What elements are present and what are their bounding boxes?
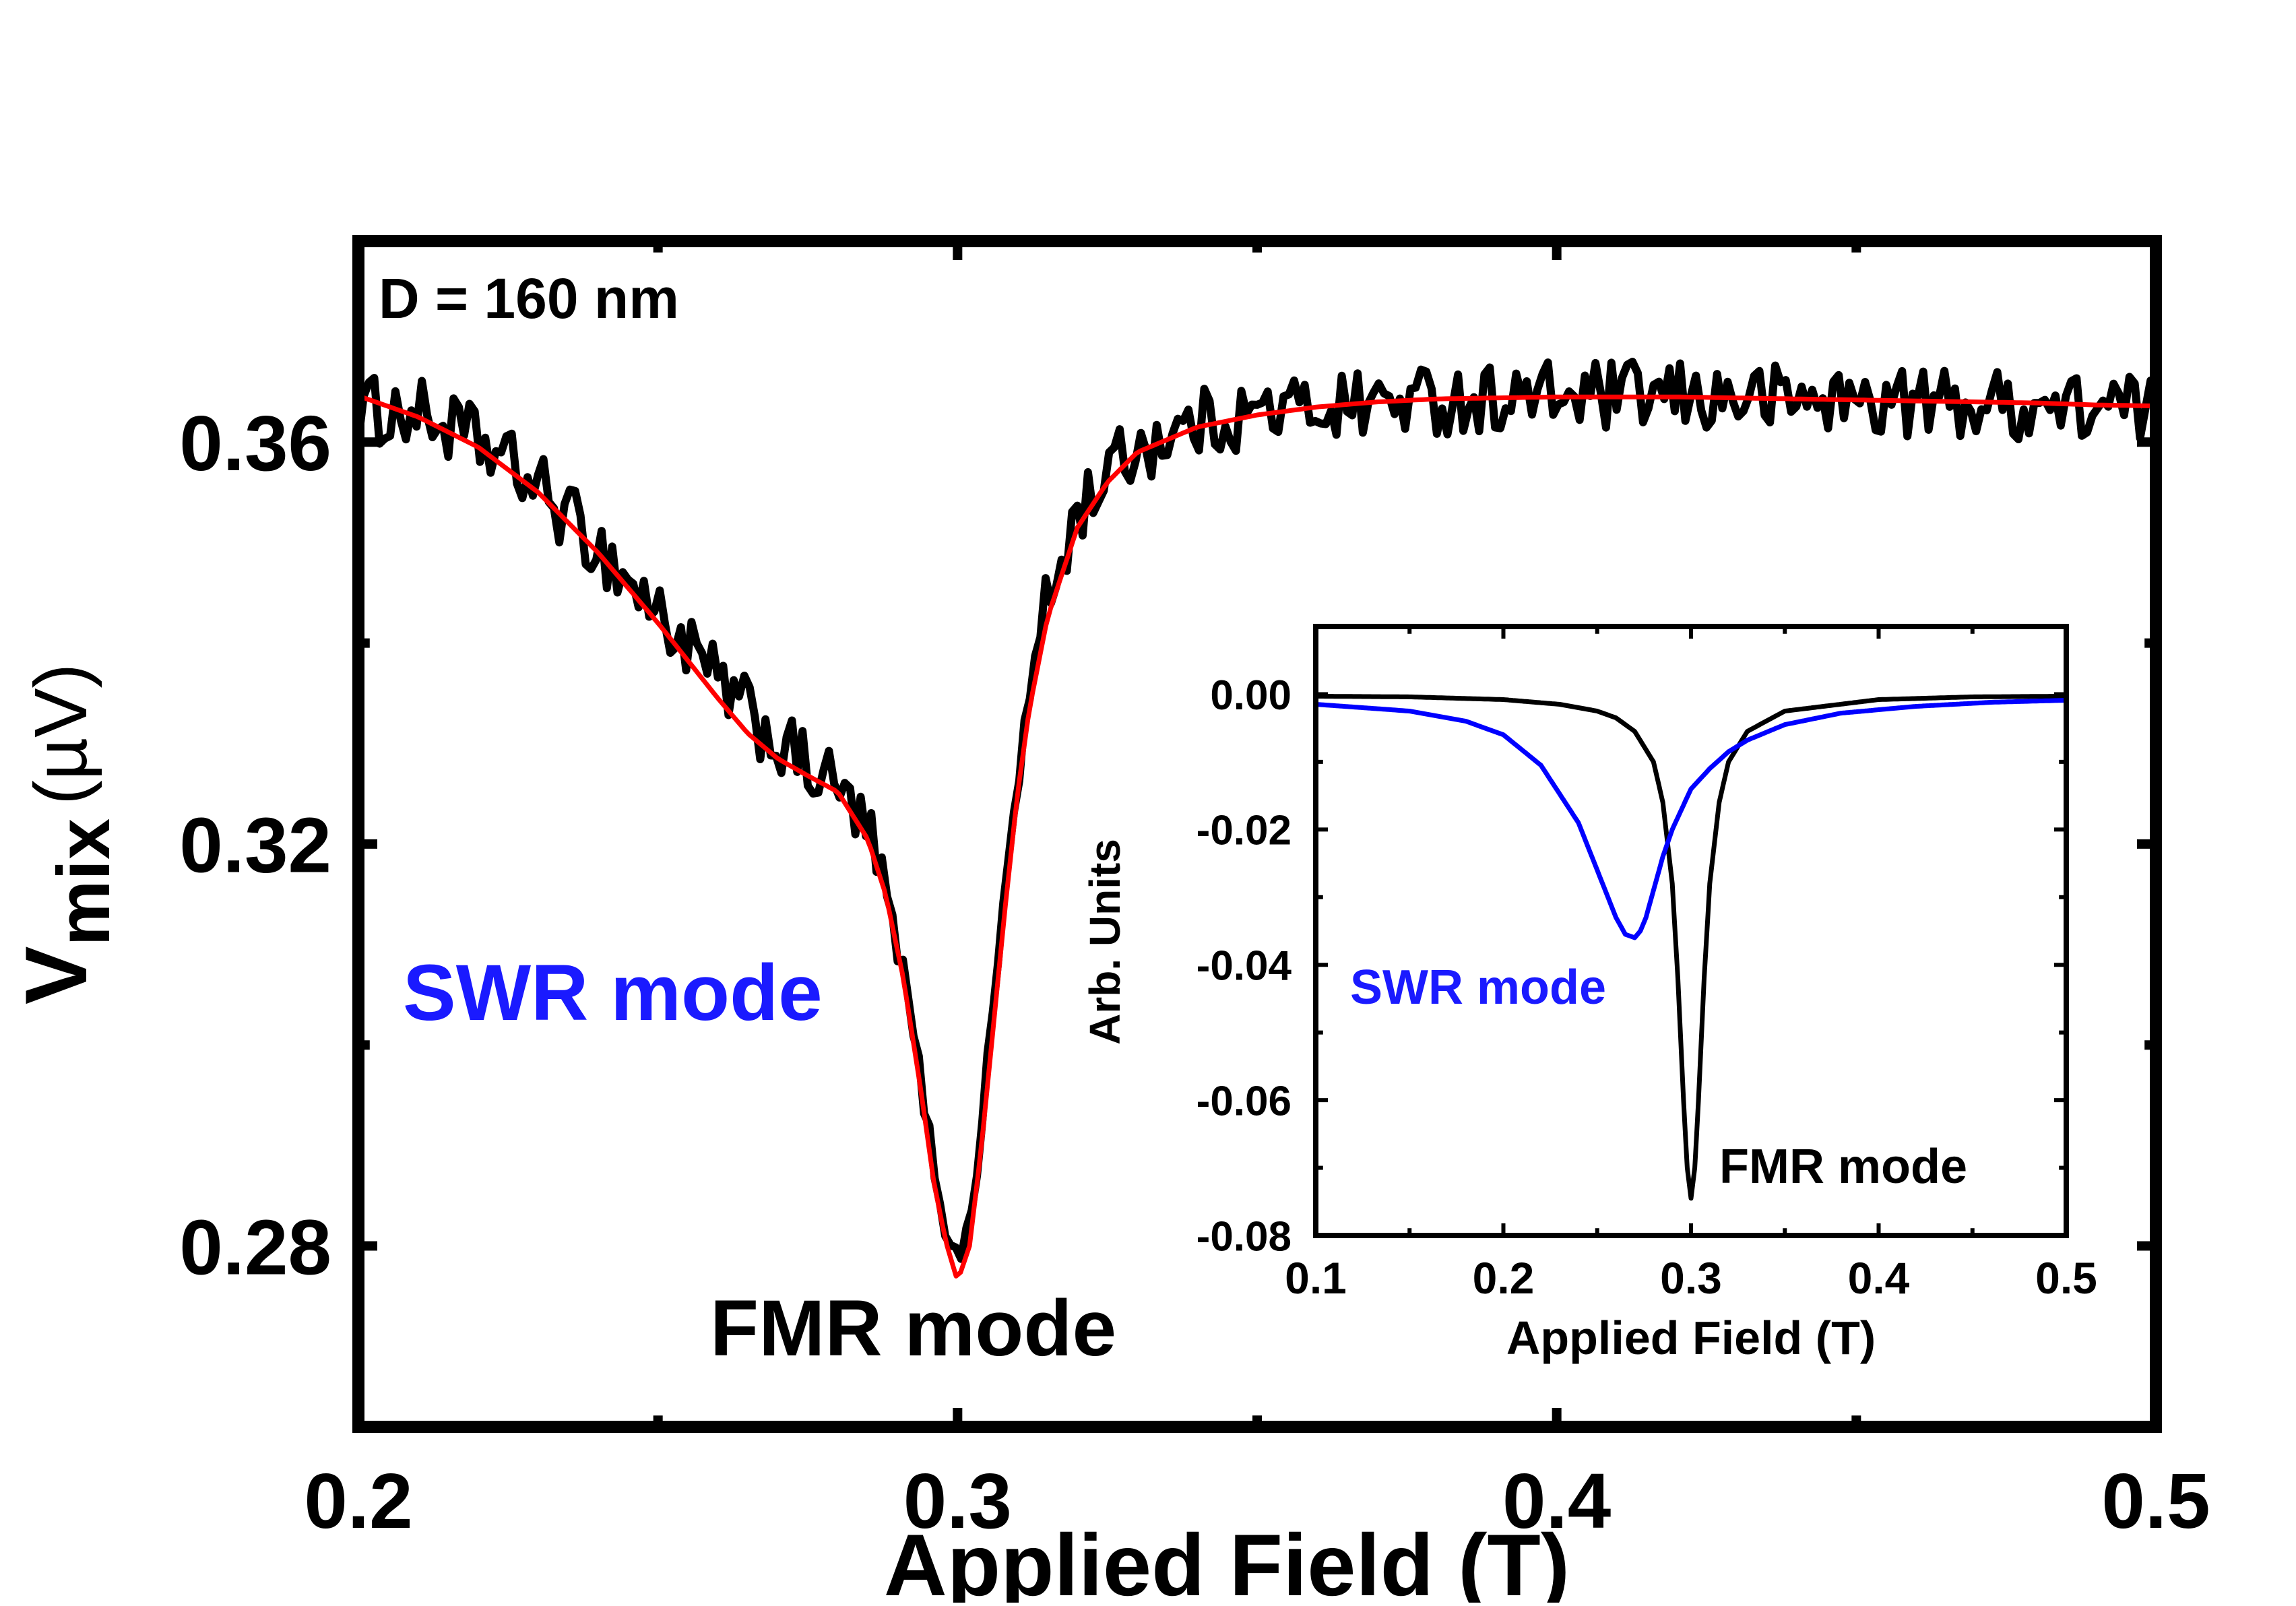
y-tick-label: -0.02 [1197, 808, 1292, 854]
inset-series-line [1316, 698, 2066, 940]
x-tick-label: 0.4 [1848, 1253, 1910, 1303]
inset-x-axis-label: Applied Field (T) [1506, 1312, 1876, 1364]
swr-annotation: SWR mode [403, 949, 823, 1037]
inset-tick-labels: 0.1 0.2 0.3 0.4 0.5 0.00 -0.02 -0.04 -0.06 -0.08 [1197, 672, 2097, 1303]
fmr-annotation: FMR mode [710, 1284, 1116, 1373]
y-tick-label: -0.06 [1197, 1078, 1292, 1124]
inset-plot: 0.1 0.2 0.3 0.4 0.50.00-0.02-0.04-0.06-0.08 … [1081, 622, 2097, 1364]
x-tick-label: 0.3 [1660, 1253, 1722, 1303]
x-tick-label: 0.5 [2101, 1457, 2210, 1545]
y-tick-label: -0.08 [1197, 1213, 1292, 1260]
y-axis-label-sub: mix [42, 818, 125, 946]
x-tick-label: 0.3 [903, 1457, 1012, 1545]
y-tick-label: -0.04 [1197, 943, 1292, 990]
y-tick-label: 0.28 [179, 1203, 331, 1291]
inset-swr-annotation: SWR mode [1350, 961, 1606, 1015]
main-plot-frame [352, 235, 2162, 1433]
main-series-group [358, 358, 2156, 1279]
x-tick-label: 0.4 [1502, 1457, 1611, 1545]
y-axis-label-unit: (µV) [20, 664, 102, 805]
inset-plot-frame [1313, 624, 2069, 1238]
inset-background [1312, 622, 2070, 1240]
x-tick-label: 0.1 [1285, 1253, 1347, 1303]
y-axis-label-main: V [7, 946, 105, 1004]
main-tick-labels: 0.2 0.3 0.4 0.5 0.28 0.32 0.36 [179, 399, 2210, 1545]
y-axis-label: Vmix (µV) [7, 664, 125, 1004]
y-tick-label: 0.36 [179, 399, 331, 487]
inset-series-group [1316, 694, 2066, 1201]
x-axis-label: Applied Field (T) [884, 1516, 1570, 1603]
x-tick-label: 0.2 [1473, 1253, 1535, 1303]
main-plot: 0.2 0.3 0.4 0.5 0.28 0.32 0.36 D = 160 nm SWR … [7, 235, 2210, 1606]
inset-series-line [1316, 694, 2066, 1201]
sample-annotation: D = 160 nm [379, 267, 679, 330]
main-series-line [358, 393, 2156, 1279]
x-tick-label: 0.5 [2035, 1253, 2097, 1303]
inset-fmr-annotation: FMR mode [1719, 1140, 1967, 1194]
svg-text:Vmix(µV): Vmix (µV) [7, 664, 125, 1004]
y-tick-label: 0.00 [1210, 672, 1292, 719]
x-tick-label: 0.2 [304, 1457, 412, 1545]
inset-y-axis-label: Arb. Units [1081, 839, 1129, 1045]
y-tick-label: 0.32 [179, 802, 331, 889]
